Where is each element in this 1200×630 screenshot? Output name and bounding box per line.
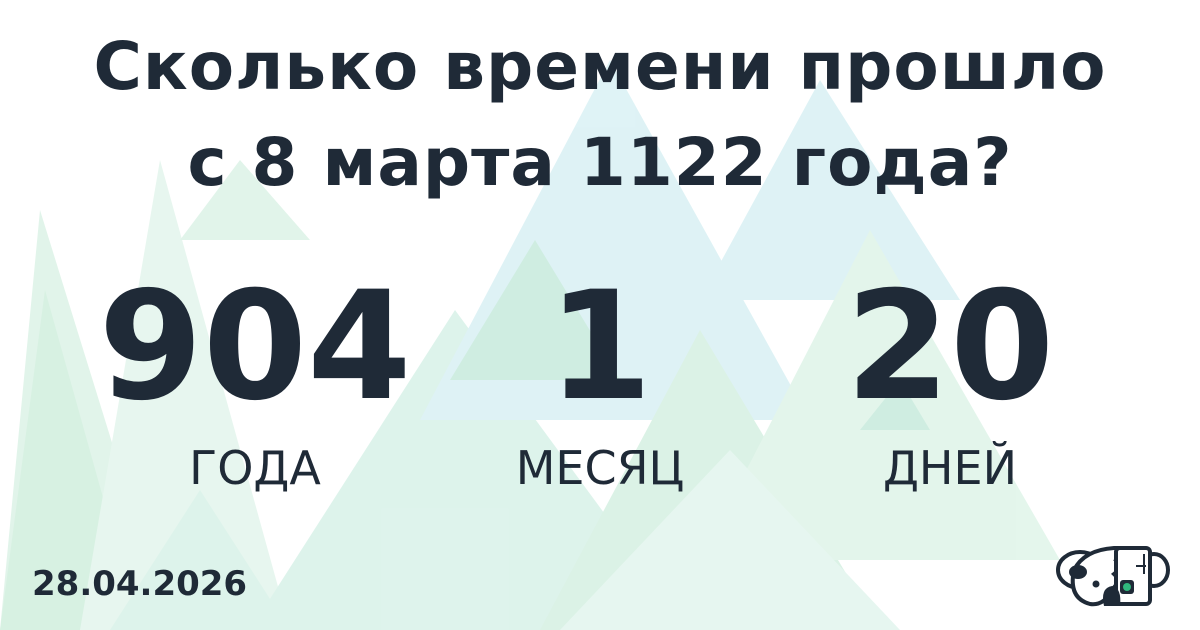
days-label: ДНЕЙ [882,441,1017,495]
koala-robot-logo-icon [1056,546,1170,607]
months-value: 1 [547,260,653,434]
months-label: МЕСЯЦ [515,441,685,495]
years-label: ГОДА [189,441,321,495]
days-value: 20 [845,260,1055,434]
current-date: 28.04.2026 [32,564,248,604]
page-title-line-1: Сколько времени прошло [93,28,1107,105]
page-title-line-2: с 8 марта 1122 года? [187,124,1013,201]
years-value: 904 [98,260,412,434]
